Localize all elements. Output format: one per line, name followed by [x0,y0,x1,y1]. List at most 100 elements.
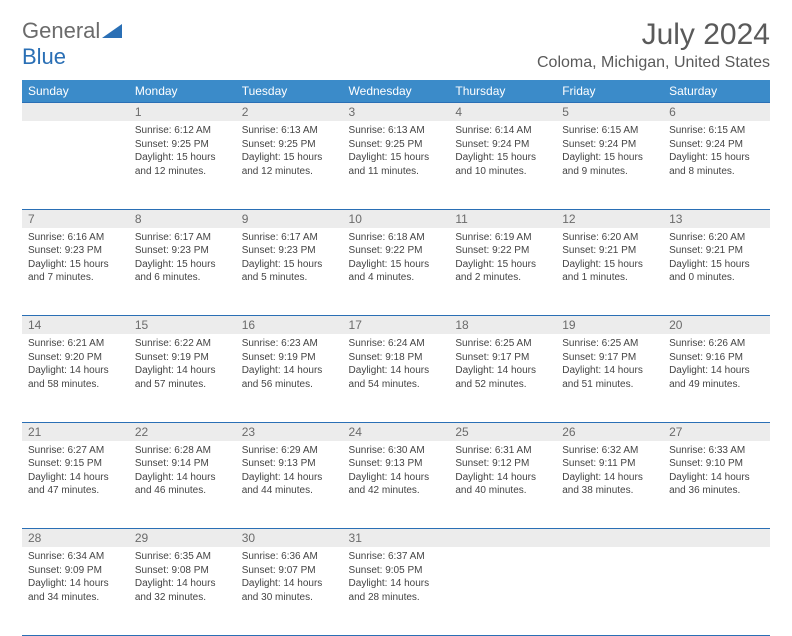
day-cell-text: Sunrise: 6:34 AMSunset: 9:09 PMDaylight:… [28,550,123,604]
day-cell-text: Sunrise: 6:28 AMSunset: 9:14 PMDaylight:… [135,444,230,498]
day-header: Sunday [22,80,129,103]
day-cell: Sunrise: 6:20 AMSunset: 9:21 PMDaylight:… [663,228,770,316]
day-number [556,529,663,548]
day-cell-text: Sunrise: 6:13 AMSunset: 9:25 PMDaylight:… [242,124,337,178]
day-number: 15 [129,316,236,335]
day-cell: Sunrise: 6:15 AMSunset: 9:24 PMDaylight:… [556,121,663,209]
daynum-row: 28293031 [22,529,770,548]
day-header: Wednesday [343,80,450,103]
day-number: 4 [449,103,556,122]
day-number: 9 [236,209,343,228]
day-header: Saturday [663,80,770,103]
day-number [449,529,556,548]
day-header: Friday [556,80,663,103]
day-cell: Sunrise: 6:15 AMSunset: 9:24 PMDaylight:… [663,121,770,209]
day-number: 13 [663,209,770,228]
day-number: 25 [449,422,556,441]
day-cell: Sunrise: 6:23 AMSunset: 9:19 PMDaylight:… [236,334,343,422]
day-number: 17 [343,316,450,335]
day-number [22,103,129,122]
daynum-row: 78910111213 [22,209,770,228]
day-number: 30 [236,529,343,548]
day-cell: Sunrise: 6:17 AMSunset: 9:23 PMDaylight:… [236,228,343,316]
week-row: Sunrise: 6:27 AMSunset: 9:15 PMDaylight:… [22,441,770,529]
day-cell: Sunrise: 6:37 AMSunset: 9:05 PMDaylight:… [343,547,450,635]
day-cell: Sunrise: 6:31 AMSunset: 9:12 PMDaylight:… [449,441,556,529]
header: General Blue July 2024 Coloma, Michigan,… [22,18,770,72]
day-cell: Sunrise: 6:30 AMSunset: 9:13 PMDaylight:… [343,441,450,529]
day-cell: Sunrise: 6:34 AMSunset: 9:09 PMDaylight:… [22,547,129,635]
day-cell [22,121,129,209]
day-cell: Sunrise: 6:18 AMSunset: 9:22 PMDaylight:… [343,228,450,316]
day-cell: Sunrise: 6:12 AMSunset: 9:25 PMDaylight:… [129,121,236,209]
day-cell-text: Sunrise: 6:32 AMSunset: 9:11 PMDaylight:… [562,444,657,498]
day-cell: Sunrise: 6:14 AMSunset: 9:24 PMDaylight:… [449,121,556,209]
page-title: July 2024 [537,18,770,52]
day-number: 23 [236,422,343,441]
day-cell: Sunrise: 6:36 AMSunset: 9:07 PMDaylight:… [236,547,343,635]
day-number: 5 [556,103,663,122]
day-cell: Sunrise: 6:22 AMSunset: 9:19 PMDaylight:… [129,334,236,422]
day-cell-text: Sunrise: 6:19 AMSunset: 9:22 PMDaylight:… [455,231,550,285]
day-cell-text: Sunrise: 6:17 AMSunset: 9:23 PMDaylight:… [135,231,230,285]
day-cell [449,547,556,635]
day-number: 19 [556,316,663,335]
day-number: 6 [663,103,770,122]
title-block: July 2024 Coloma, Michigan, United State… [537,18,770,72]
day-cell-text: Sunrise: 6:22 AMSunset: 9:19 PMDaylight:… [135,337,230,391]
day-number: 12 [556,209,663,228]
day-number [663,529,770,548]
day-cell [663,547,770,635]
day-cell: Sunrise: 6:26 AMSunset: 9:16 PMDaylight:… [663,334,770,422]
week-row: Sunrise: 6:16 AMSunset: 9:23 PMDaylight:… [22,228,770,316]
day-cell-text: Sunrise: 6:27 AMSunset: 9:15 PMDaylight:… [28,444,123,498]
day-cell: Sunrise: 6:29 AMSunset: 9:13 PMDaylight:… [236,441,343,529]
day-cell-text: Sunrise: 6:17 AMSunset: 9:23 PMDaylight:… [242,231,337,285]
calendar-header-row: SundayMondayTuesdayWednesdayThursdayFrid… [22,80,770,103]
day-cell-text: Sunrise: 6:26 AMSunset: 9:16 PMDaylight:… [669,337,764,391]
day-header: Tuesday [236,80,343,103]
day-cell-text: Sunrise: 6:30 AMSunset: 9:13 PMDaylight:… [349,444,444,498]
day-number: 26 [556,422,663,441]
day-number: 27 [663,422,770,441]
day-number: 3 [343,103,450,122]
day-number: 16 [236,316,343,335]
logo: General Blue [22,18,122,70]
day-number: 29 [129,529,236,548]
day-number: 14 [22,316,129,335]
day-cell-text: Sunrise: 6:25 AMSunset: 9:17 PMDaylight:… [455,337,550,391]
day-number: 10 [343,209,450,228]
daynum-row: 21222324252627 [22,422,770,441]
calendar-table: SundayMondayTuesdayWednesdayThursdayFrid… [22,80,770,636]
day-cell: Sunrise: 6:27 AMSunset: 9:15 PMDaylight:… [22,441,129,529]
day-header: Thursday [449,80,556,103]
day-cell-text: Sunrise: 6:35 AMSunset: 9:08 PMDaylight:… [135,550,230,604]
day-cell: Sunrise: 6:20 AMSunset: 9:21 PMDaylight:… [556,228,663,316]
day-cell: Sunrise: 6:13 AMSunset: 9:25 PMDaylight:… [236,121,343,209]
day-number: 1 [129,103,236,122]
day-cell: Sunrise: 6:24 AMSunset: 9:18 PMDaylight:… [343,334,450,422]
day-number: 20 [663,316,770,335]
day-number: 31 [343,529,450,548]
day-cell: Sunrise: 6:16 AMSunset: 9:23 PMDaylight:… [22,228,129,316]
day-cell: Sunrise: 6:21 AMSunset: 9:20 PMDaylight:… [22,334,129,422]
daynum-row: 14151617181920 [22,316,770,335]
day-number: 7 [22,209,129,228]
week-row: Sunrise: 6:12 AMSunset: 9:25 PMDaylight:… [22,121,770,209]
day-cell-text: Sunrise: 6:15 AMSunset: 9:24 PMDaylight:… [562,124,657,178]
day-cell-text: Sunrise: 6:18 AMSunset: 9:22 PMDaylight:… [349,231,444,285]
day-number: 11 [449,209,556,228]
day-cell: Sunrise: 6:28 AMSunset: 9:14 PMDaylight:… [129,441,236,529]
day-cell-text: Sunrise: 6:25 AMSunset: 9:17 PMDaylight:… [562,337,657,391]
week-row: Sunrise: 6:21 AMSunset: 9:20 PMDaylight:… [22,334,770,422]
day-cell-text: Sunrise: 6:21 AMSunset: 9:20 PMDaylight:… [28,337,123,391]
day-cell: Sunrise: 6:13 AMSunset: 9:25 PMDaylight:… [343,121,450,209]
day-cell-text: Sunrise: 6:33 AMSunset: 9:10 PMDaylight:… [669,444,764,498]
week-row: Sunrise: 6:34 AMSunset: 9:09 PMDaylight:… [22,547,770,635]
day-cell-text: Sunrise: 6:36 AMSunset: 9:07 PMDaylight:… [242,550,337,604]
day-cell-text: Sunrise: 6:20 AMSunset: 9:21 PMDaylight:… [562,231,657,285]
day-number: 22 [129,422,236,441]
day-cell-text: Sunrise: 6:16 AMSunset: 9:23 PMDaylight:… [28,231,123,285]
location: Coloma, Michigan, United States [537,54,770,72]
day-cell-text: Sunrise: 6:37 AMSunset: 9:05 PMDaylight:… [349,550,444,604]
